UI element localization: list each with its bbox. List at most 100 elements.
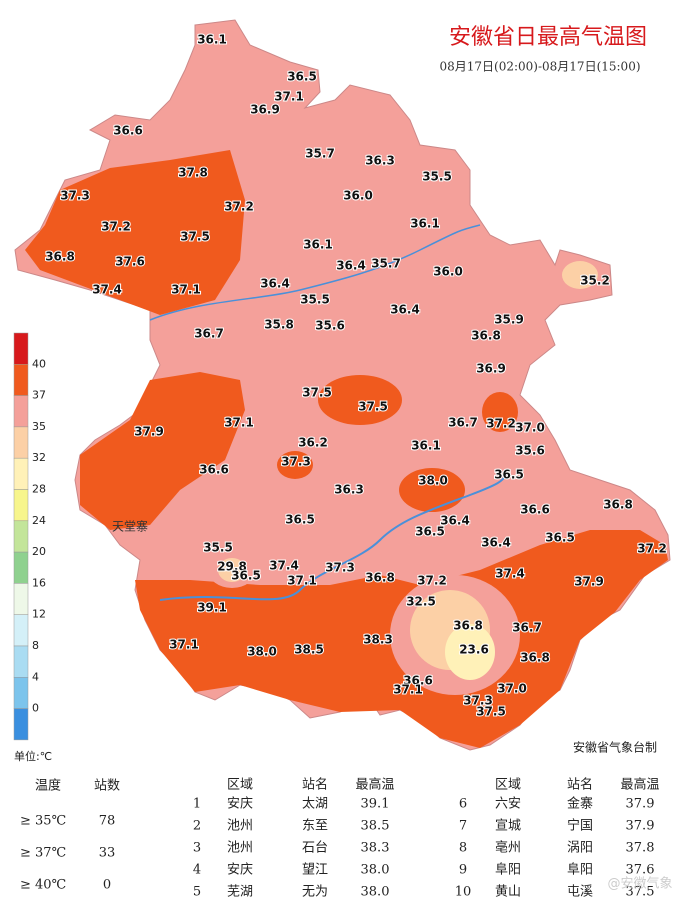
ranking-cell: 亳州 (495, 840, 521, 856)
ranking-cell: 10 (455, 885, 472, 900)
station-value: 36.1 (411, 439, 441, 453)
ranking-cell: 屯溪 (567, 885, 593, 900)
stats-cell: 0 (103, 878, 111, 893)
ranking-cell: 38.3 (361, 841, 390, 856)
station-value: 35.7 (305, 147, 335, 161)
ranking-cell: 7 (459, 819, 467, 834)
station-value: 35.5 (300, 293, 330, 307)
station-value: 36.6 (520, 503, 550, 517)
station-value: 36.1 (303, 238, 333, 252)
station-value: 36.8 (520, 651, 550, 665)
ranking-cell: 东至 (302, 819, 328, 834)
ranking-header: 站名 (302, 777, 328, 793)
station-value: 37.9 (134, 425, 164, 439)
subtitle: 08月17日(02:00)-08月17日(15:00) (439, 60, 640, 74)
ranking-cell: 芜湖 (227, 885, 253, 900)
station-value: 37.3 (281, 455, 311, 469)
stats-header: 站数 (94, 779, 120, 794)
legend-tick-label: 16 (32, 576, 46, 589)
place-label: 天堂寨 (112, 519, 148, 534)
station-value: 32.5 (406, 595, 436, 609)
station-value: 36.3 (365, 154, 395, 168)
ranking-cell: 38.0 (361, 863, 390, 878)
station-value: 38.0 (418, 474, 448, 488)
legend-tick-label: 40 (32, 357, 46, 370)
station-value: 35.9 (494, 313, 524, 327)
station-value: 36.8 (603, 498, 633, 512)
station-value: 36.7 (448, 416, 478, 430)
station-value: 36.0 (343, 189, 373, 203)
station-value: 37.4 (495, 567, 525, 581)
station-value: 37.5 (358, 400, 388, 414)
station-value: 36.5 (285, 513, 315, 527)
legend-swatch (13, 364, 29, 396)
legend-tick-label: 4 (32, 670, 39, 683)
ranking-cell: 石台 (302, 841, 328, 856)
station-value: 37.1 (169, 638, 199, 652)
ranking-cell: 金寨 (567, 796, 593, 812)
station-value: 37.2 (417, 574, 447, 588)
ranking-header: 站名 (567, 777, 593, 793)
legend-swatch (13, 614, 29, 647)
ranking-cell: 37.9 (626, 797, 655, 812)
ranking-cell: 太湖 (302, 797, 328, 812)
station-value: 36.7 (194, 327, 224, 341)
station-value: 35.2 (580, 274, 610, 288)
ranking-cell: 池州 (227, 819, 253, 834)
legend-tick-label: 20 (32, 545, 46, 558)
ranking-cell: 2 (193, 819, 201, 834)
station-value: 37.1 (224, 416, 254, 430)
station-value: 38.3 (363, 633, 393, 647)
stats-cell: 33 (99, 846, 116, 861)
station-value: 36.5 (231, 569, 261, 583)
stats-cell: ≥ 35℃ (20, 814, 66, 829)
ranking-cell: 望江 (302, 862, 328, 878)
station-value: 36.5 (287, 70, 317, 84)
ranking-cell: 阜阳 (495, 862, 521, 878)
station-value: 35.6 (315, 319, 345, 333)
station-value: 36.2 (298, 436, 328, 450)
station-value: 36.0 (433, 265, 463, 279)
station-value: 37.6 (115, 255, 145, 269)
station-value: 35.5 (203, 541, 233, 555)
station-value: 37.8 (178, 166, 208, 180)
legend-swatch (13, 457, 29, 490)
station-value: 35.7 (371, 257, 401, 271)
stats-cell: ≥ 40℃ (20, 878, 66, 893)
station-value: 38.5 (294, 643, 324, 657)
station-value: 37.3 (325, 561, 355, 575)
station-value: 36.8 (365, 571, 395, 585)
legend-tick-label: 28 (32, 483, 46, 496)
station-value: 36.8 (471, 329, 501, 343)
title: 安徽省日最高气温图 (449, 25, 647, 50)
ranking-header: 区域 (495, 778, 521, 793)
legend-unit: 单位:℃ (14, 749, 52, 763)
station-value: 36.3 (334, 483, 364, 497)
station-value: 37.5 (180, 230, 210, 244)
stats-cell: 78 (99, 814, 116, 829)
station-value: 36.4 (481, 536, 511, 550)
station-value: 36.4 (440, 514, 470, 528)
station-value: 37.3 (60, 189, 90, 203)
ranking-header: 最高温 (620, 777, 659, 793)
ranking-cell: 宣城 (495, 818, 521, 834)
station-value: 23.6 (459, 643, 489, 657)
ranking-cell: 8 (459, 841, 467, 856)
legend-swatch (13, 551, 29, 584)
station-labels: 36.136.537.136.936.635.7 36.335.537.837.3… (44, 32, 668, 720)
station-value: 35.8 (264, 318, 294, 332)
station-value: 36.7 (512, 621, 542, 635)
legend-swatch (13, 645, 29, 678)
station-value: 37.1 (393, 683, 423, 697)
ranking-cell: 5 (193, 885, 201, 900)
station-value: 37.3 (463, 694, 493, 708)
ranking-cell: 安庆 (227, 863, 253, 878)
ranking-cell: 39.1 (361, 797, 390, 812)
station-value: 37.2 (486, 417, 516, 431)
ranking-cell: 宁国 (567, 818, 593, 834)
legend-tick-label: 8 (32, 639, 39, 652)
station-value: 36.5 (545, 531, 575, 545)
